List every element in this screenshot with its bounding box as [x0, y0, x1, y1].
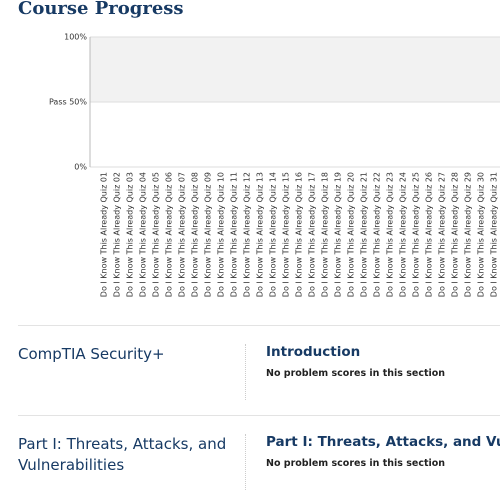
x-tick-label: Do I Know This Already Quiz 12	[243, 172, 252, 297]
divider	[245, 344, 246, 400]
plot-shade	[90, 37, 500, 102]
x-tick-label: Do I Know This Already Quiz 03	[126, 172, 135, 297]
item-note: No problem scores in this section	[266, 458, 446, 469]
x-tick-label: Do I Know This Already Quiz 28	[451, 172, 460, 297]
chart: 0% Pass 50% 100% Do I Know This Already Qui…	[49, 33, 500, 297]
x-tick-label: Do I Know This Already Quiz 16	[295, 172, 304, 297]
x-tick-label: Do I Know This Already Quiz 10	[217, 172, 226, 297]
x-tick-label: Do I Know This Already Quiz 05	[152, 172, 161, 297]
x-tick-label: Do I Know This Already Quiz 18	[321, 172, 330, 297]
section-name: CompTIA Security+	[18, 345, 165, 363]
divider	[245, 434, 246, 490]
x-tick-label: Do I Know This Already Quiz 22	[373, 172, 382, 297]
x-tick-label: Do I Know This Already Quiz 06	[165, 172, 174, 297]
x-tick-label: Do I Know This Already Quiz 31	[490, 172, 499, 297]
x-tick-label: Do I Know This Already Quiz 07	[178, 172, 187, 297]
section-name: Part I: Threats, Attacks, and Vulnerabil…	[18, 435, 227, 474]
section-item: Part I: Threats, Attacks, and Vulnerabil…	[266, 434, 500, 469]
item-title: Introduction	[266, 344, 361, 360]
x-tick-label: Do I Know This Already Quiz 09	[204, 172, 213, 297]
x-tick-label: Do I Know This Already Quiz 19	[334, 172, 343, 297]
item-note: No problem scores in this section	[266, 368, 446, 379]
section-item: Introduction No problem scores in this se…	[266, 344, 500, 379]
y-tick-label: Pass 50%	[49, 98, 87, 107]
x-tick-label: Do I Know This Already Quiz 20	[347, 172, 356, 297]
y-tick-label: 0%	[74, 163, 87, 172]
x-tick-label: Do I Know This Already Quiz 30	[477, 172, 486, 297]
x-tick-label: Do I Know This Already Quiz 25	[412, 172, 421, 297]
x-tick-label: Do I Know This Already Quiz 17	[308, 172, 317, 297]
x-tick-label: Do I Know This Already Quiz 26	[425, 172, 434, 297]
item-title: Part I: Threats, Attacks, and Vulnerabil…	[266, 434, 500, 450]
x-tick-label: Do I Know This Already Quiz 23	[386, 172, 395, 297]
x-tick-label: Do I Know This Already Quiz 02	[113, 172, 122, 297]
section: CompTIA Security+ Introduction No problem …	[18, 325, 500, 416]
x-tick-label: Do I Know This Already Quiz 24	[399, 172, 408, 297]
x-tick-label: Do I Know This Already Quiz 11	[230, 172, 239, 297]
y-tick-label: 100%	[64, 33, 87, 42]
x-tick-label: Do I Know This Already Quiz 29	[464, 172, 473, 297]
x-tick-label: Do I Know This Already Quiz 14	[269, 172, 278, 297]
page-title: Course Progress	[18, 0, 184, 19]
x-tick-label: Do I Know This Already Quiz 27	[438, 172, 447, 297]
x-tick-label: Do I Know This Already Quiz 01	[100, 172, 109, 297]
x-tick-label: Do I Know This Already Quiz 13	[256, 172, 265, 297]
x-tick-label: Do I Know This Already Quiz 15	[282, 172, 291, 297]
x-tick-label: Do I Know This Already Quiz 08	[191, 172, 200, 297]
x-tick-label: Do I Know This Already Quiz 04	[139, 172, 148, 297]
x-tick-label: Do I Know This Already Quiz 21	[360, 172, 369, 297]
section: Part I: Threats, Attacks, and Vulnerabil…	[18, 415, 500, 500]
